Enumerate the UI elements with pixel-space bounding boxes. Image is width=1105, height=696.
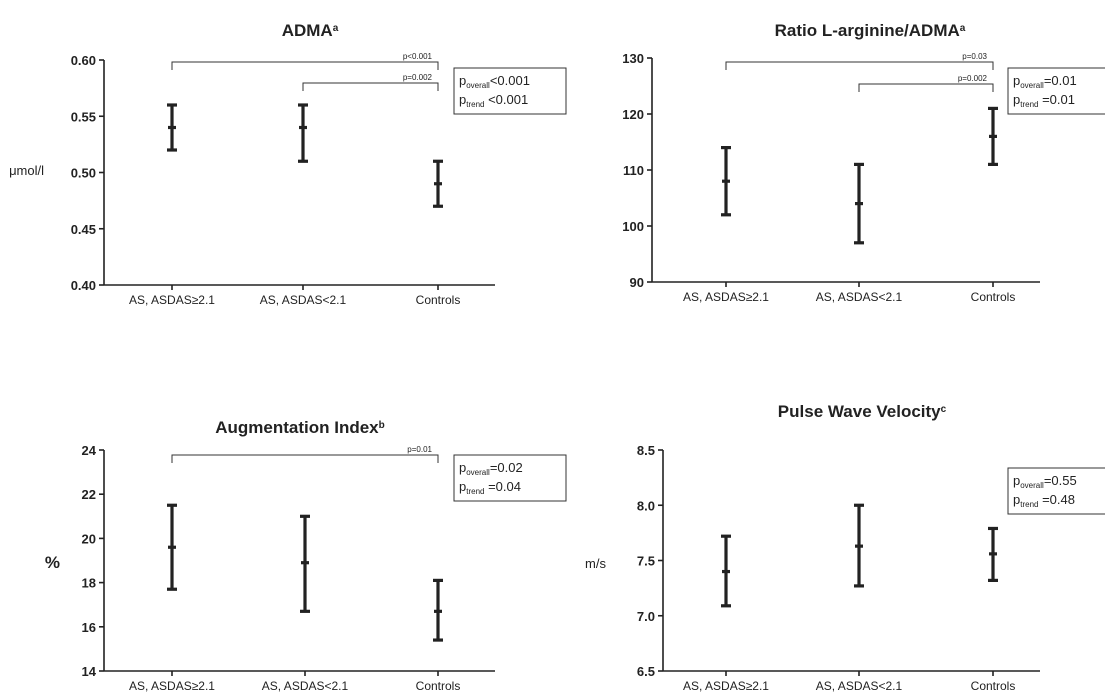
error-bar [433, 159, 443, 208]
y-tick-label: 18 [82, 576, 96, 591]
x-tick-label: AS, ASDAS≥2.1 [683, 290, 769, 304]
bracket-p-label: p=0.002 [958, 74, 988, 83]
y-tick-label: 8.0 [637, 498, 655, 513]
y-tick-label: 16 [82, 620, 96, 635]
x-tick-label: Controls [416, 679, 461, 693]
error-bar [433, 578, 443, 642]
x-tick-label: AS, ASDAS≥2.1 [129, 293, 215, 307]
y-tick-label: 7.5 [637, 554, 655, 569]
error-bar [721, 146, 731, 217]
error-bar [167, 103, 177, 152]
y-tick-label: 0.60 [71, 53, 96, 68]
chart-title: Ratio L-arginine/ADMAa [775, 21, 966, 40]
chart-title: Augmentation Indexb [215, 418, 385, 437]
y-axis-label: m/s [585, 556, 606, 571]
p-value-text: ptrend =0.04 [459, 479, 521, 496]
y-tick-label: 120 [622, 107, 644, 122]
significance-bracket: p<0.001 [171, 52, 439, 70]
x-tick-label: AS, ASDAS<2.1 [262, 679, 349, 693]
y-tick-label: 14 [82, 664, 97, 679]
p-value-text: poverall<0.001 [459, 73, 530, 90]
p-value-box: poverall=0.01 ptrend =0.01 [1007, 67, 1105, 115]
bracket-p-label: p<0.001 [403, 52, 433, 61]
y-tick-label: 0.55 [71, 109, 96, 124]
error-bar [854, 162, 864, 245]
chart-panel-3: Augmentation Indexb 14 16 18 20 22 24% AS, ASDA… [45, 418, 567, 693]
error-bar [854, 503, 864, 588]
y-tick-label: 0.40 [71, 278, 96, 293]
y-axis-label: μmol/l [9, 163, 44, 178]
p-value-text: poverall=0.55 [1013, 473, 1077, 490]
p-value-text: poverall=0.01 [1013, 73, 1077, 90]
y-tick-label: 8.5 [637, 443, 655, 458]
error-bar [300, 514, 310, 613]
y-tick-label: 20 [82, 531, 96, 546]
bracket-p-label: p=0.01 [407, 445, 432, 454]
y-tick-label: 0.45 [71, 222, 96, 237]
y-tick-label: 22 [82, 487, 96, 502]
y-axis-label: % [45, 553, 60, 572]
p-value-text: ptrend <0.001 [459, 92, 528, 109]
error-bar [988, 526, 998, 582]
y-tick-label: 24 [82, 443, 97, 458]
error-bar [988, 106, 998, 166]
bracket-p-label: p=0.03 [962, 52, 987, 61]
p-value-box-frame [453, 67, 567, 115]
y-tick-label: 6.5 [637, 664, 655, 679]
x-tick-label: AS, ASDAS<2.1 [260, 293, 347, 307]
y-tick-label: 90 [630, 275, 644, 290]
x-tick-label: AS, ASDAS≥2.1 [683, 679, 769, 693]
p-value-text: ptrend =0.48 [1013, 492, 1075, 509]
x-tick-label: Controls [971, 679, 1016, 693]
x-tick-label: AS, ASDAS≥2.1 [129, 679, 215, 693]
p-value-text: poverall=0.02 [459, 460, 523, 477]
error-bar [167, 503, 177, 591]
bracket-line [302, 82, 439, 91]
p-value-box: poverall=0.02 ptrend =0.04 [453, 454, 567, 502]
bracket-line [171, 61, 439, 70]
chart-panel-4: Pulse Wave Velocityc 6.5 7.0 7.5 8.0 8.5 m/s AS… [585, 402, 1105, 693]
y-tick-label: 100 [622, 219, 644, 234]
p-value-box: poverall=0.55 ptrend =0.48 [1007, 467, 1105, 515]
bracket-p-label: p=0.002 [403, 73, 433, 82]
chart-title: Pulse Wave Velocityc [778, 402, 947, 421]
chart-panel-1: ADMAa 0.40 0.45 0.50 0.55 0.60 μmol/l AS, ASDAS… [9, 21, 567, 307]
chart-panel-2: Ratio L-arginine/ADMAa 90 100 110 120 130 AS, … [622, 21, 1105, 304]
error-bar [721, 534, 731, 608]
chart-title: ADMAa [282, 21, 339, 40]
significance-bracket: p=0.002 [302, 73, 439, 91]
y-tick-label: 7.0 [637, 609, 655, 624]
x-tick-label: AS, ASDAS<2.1 [816, 290, 903, 304]
y-tick-label: 0.50 [71, 166, 96, 181]
bracket-line [858, 83, 994, 92]
bracket-line [171, 454, 439, 463]
significance-bracket: p=0.002 [858, 74, 994, 92]
p-value-box-frame [453, 454, 567, 502]
p-value-box: poverall<0.001 ptrend <0.001 [453, 67, 567, 115]
x-tick-label: Controls [416, 293, 461, 307]
significance-bracket: p=0.01 [171, 445, 439, 463]
error-bar [298, 103, 308, 163]
p-value-text: ptrend =0.01 [1013, 92, 1075, 109]
significance-bracket: p=0.03 [725, 52, 994, 70]
y-tick-label: 130 [622, 51, 644, 66]
x-tick-label: AS, ASDAS<2.1 [816, 679, 903, 693]
x-tick-label: Controls [971, 290, 1016, 304]
p-value-box-frame [1007, 467, 1105, 515]
y-tick-label: 110 [623, 163, 644, 178]
p-value-box-frame [1007, 67, 1105, 115]
bracket-line [725, 61, 994, 70]
